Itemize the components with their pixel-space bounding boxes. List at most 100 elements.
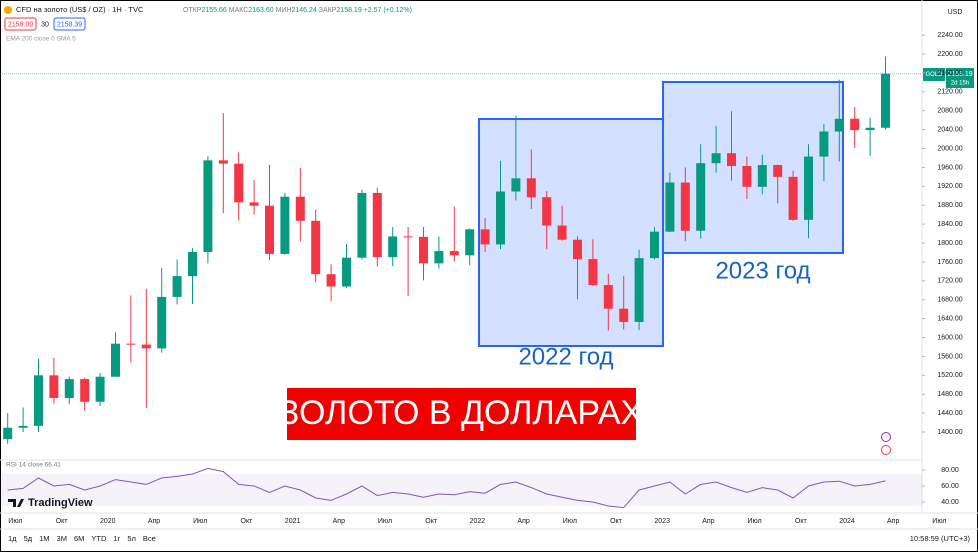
sell-button[interactable]: [4, 17, 37, 31]
candle-body: [496, 191, 505, 245]
banner: ЗОЛОТО В ДОЛЛАРАХ: [279, 394, 643, 432]
highlights: [478, 81, 844, 347]
x-tick-label: Июл: [747, 518, 761, 525]
candle-body: [788, 176, 798, 220]
candle-body: [218, 160, 228, 164]
y-tick-label: 1760.00: [937, 259, 962, 266]
candle-body: [557, 225, 567, 240]
symbol-icon: [4, 6, 12, 14]
toolbar: 1д 5д 1М 3М 6М YTD 1г 5л Все: [8, 534, 156, 543]
candle-body: [742, 166, 752, 187]
candle-body: [295, 196, 305, 221]
logo: TradingView: [28, 497, 93, 509]
event-icon: [881, 432, 891, 442]
x-tick-label: 2020: [100, 518, 116, 525]
candle-body: [203, 160, 213, 252]
candle-body: [388, 236, 398, 258]
y-tick-label: 2040.00: [937, 126, 962, 133]
box-2023: [662, 81, 844, 254]
y-tick-label: 2240.00: [937, 32, 962, 39]
range-button[interactable]: Все: [143, 534, 156, 543]
annotation: 2022 год: [518, 343, 613, 370]
rsi-line: [7, 467, 886, 509]
candle-body: [542, 197, 552, 226]
candle-body: [265, 205, 274, 254]
range-button[interactable]: 6М: [74, 534, 84, 543]
price-tag: [946, 68, 974, 88]
candle-body: [280, 196, 290, 254]
candle-body: [372, 192, 382, 258]
y-tick-label: 1560.00: [937, 353, 962, 360]
candle-body: [773, 165, 783, 177]
countdown: 2d 15h: [951, 81, 969, 87]
candle-body: [234, 163, 244, 203]
range-button[interactable]: 5д: [24, 534, 33, 543]
range-button[interactable]: 5л: [127, 534, 136, 543]
rsi-tick-label: 60.00: [941, 483, 959, 490]
candle-body: [819, 131, 829, 157]
candle-body: [419, 236, 428, 264]
ohlc-key: МАКС: [229, 7, 249, 14]
x-tick-label: Апр: [333, 518, 345, 525]
x-tick-label: Июл: [378, 518, 392, 525]
x-tick-label: 2022: [470, 518, 486, 525]
ohlc-value: 2155.66: [201, 7, 226, 14]
range-button[interactable]: 1М: [39, 534, 49, 543]
box-2022: [478, 118, 664, 347]
y-tick-label: 2080.00: [937, 108, 962, 115]
price-tag-text: 2158.19: [947, 71, 972, 78]
x-tick-label: 2021: [285, 518, 301, 525]
candle-body: [141, 344, 151, 349]
logo-icon: [8, 499, 24, 507]
candle-body: [311, 220, 321, 275]
x-tick-label: Июл: [932, 518, 946, 525]
ohlc-value: 2158.19: [336, 7, 361, 14]
candle-body: [865, 127, 875, 131]
buy-button[interactable]: [53, 17, 86, 31]
candle-body: [157, 296, 167, 349]
candle-body: [680, 182, 690, 231]
y-tick-label: 1800.00: [937, 240, 962, 247]
y-tick-label: 1840.00: [937, 221, 962, 228]
x-tick-label: Июл: [193, 518, 207, 525]
candle-body: [588, 259, 598, 286]
range-button[interactable]: 1д: [8, 534, 17, 543]
range-button[interactable]: YTD: [91, 534, 107, 543]
candle-body: [326, 274, 336, 287]
rsi-tick-label: 40.00: [941, 499, 959, 506]
sell-price[interactable]: 2158.09: [8, 21, 33, 28]
y-tick-label: 1880.00: [937, 202, 962, 209]
ohlc-key: МИН: [276, 7, 292, 14]
candle-body: [757, 165, 767, 187]
banner-bg: [287, 388, 636, 440]
rsi-tick-label: 80.00: [941, 467, 959, 474]
y-tick-label: 2160.00: [937, 70, 962, 77]
y-tick-label: 1600.00: [937, 334, 962, 341]
x-tick-label: 2024: [839, 518, 855, 525]
x-tick-label: Апр: [702, 518, 714, 525]
y-tick-label: 1480.00: [937, 391, 962, 398]
candle-body: [526, 178, 536, 198]
buy-price[interactable]: 2158.39: [57, 21, 82, 28]
candle-body: [49, 375, 59, 398]
candle-body: [111, 343, 120, 377]
candle-body: [34, 375, 43, 426]
ohlc-value: 2146.24: [291, 7, 316, 14]
candle-body: [696, 163, 706, 231]
x-tick-label: Апр: [517, 518, 529, 525]
candle-body: [727, 153, 736, 167]
y-tick-label: 1640.00: [937, 315, 962, 322]
spread: 30: [41, 21, 49, 28]
y-tick-label: 2120.00: [937, 89, 962, 96]
x-tick-label: 2023: [654, 518, 670, 525]
y-tick-label: 1520.00: [937, 372, 962, 379]
y-tick-label: 1960.00: [937, 164, 962, 171]
range-button[interactable]: 3М: [57, 534, 67, 543]
range-button[interactable]: 1г: [113, 534, 120, 543]
ohlc-change: +2.57 (+0.12%): [364, 7, 412, 14]
candle-body: [650, 231, 659, 259]
candle-body: [357, 192, 367, 258]
candle-body: [573, 239, 582, 260]
y-tick-label: 1400.00: [937, 429, 962, 436]
y-tick-label: 2200.00: [937, 51, 962, 58]
